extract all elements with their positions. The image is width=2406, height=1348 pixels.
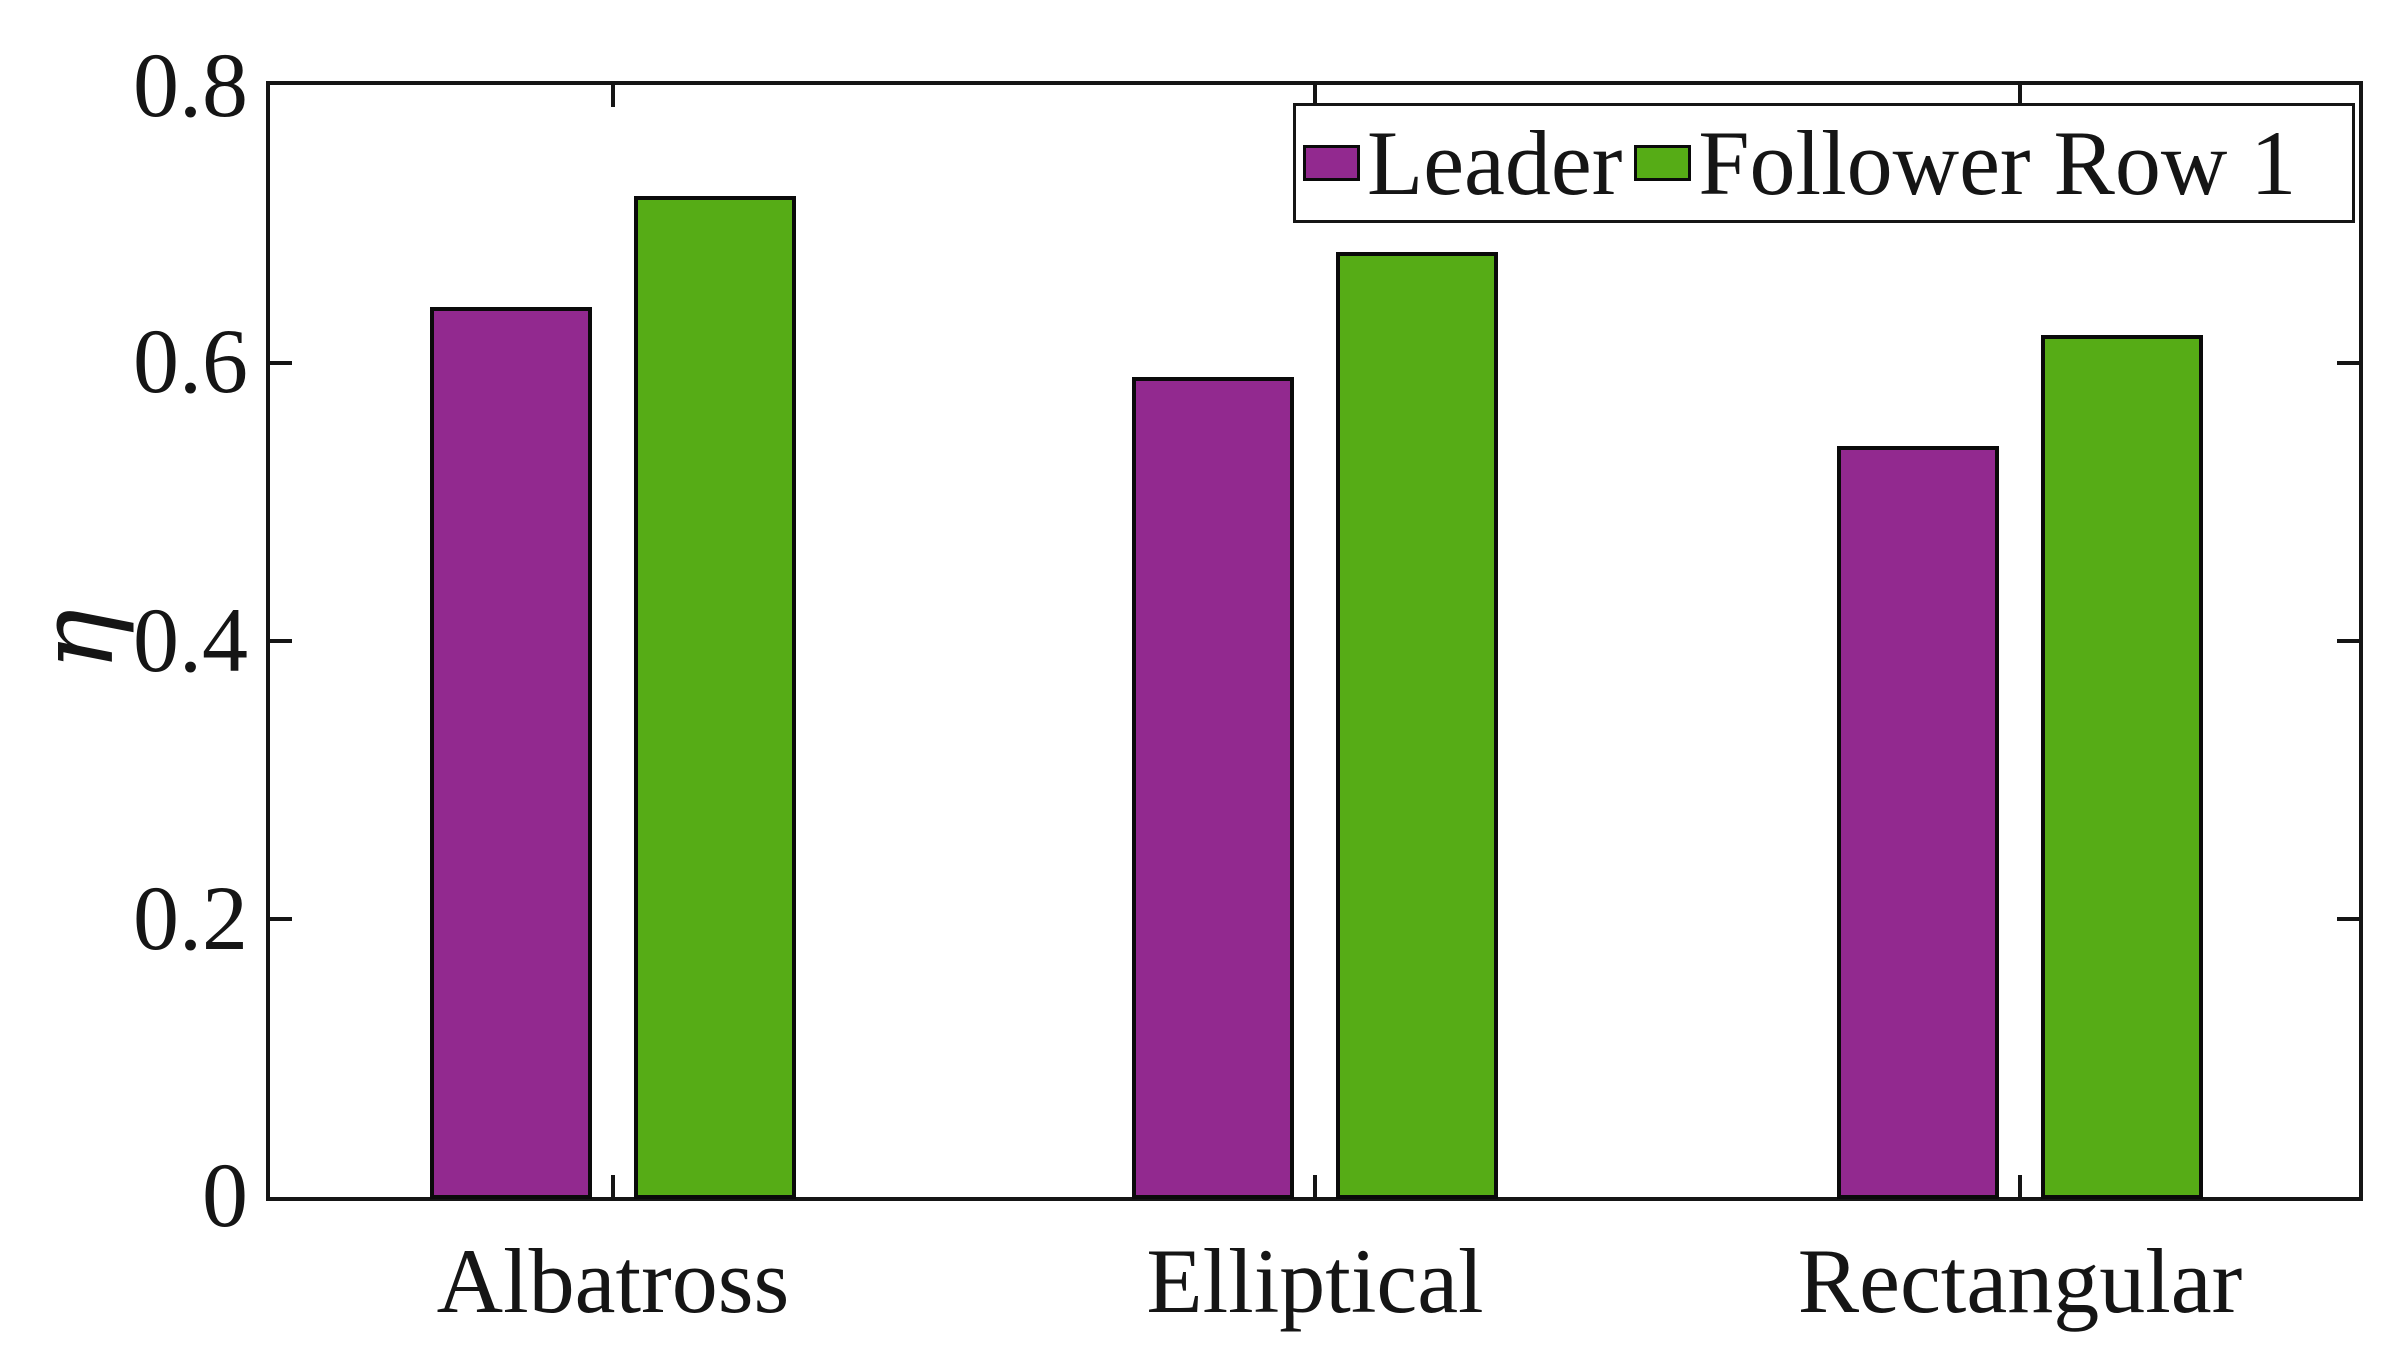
- y-tick-label-0-8: 0.8: [133, 34, 248, 136]
- y-tick-label-0: 0: [202, 1144, 248, 1246]
- axis-tick: [2337, 361, 2359, 365]
- axis-tick: [270, 917, 292, 921]
- axis-tick: [2337, 639, 2359, 643]
- axis-tick: [2018, 1175, 2022, 1197]
- y-tick-label-0-4: 0.4: [133, 589, 248, 691]
- y-tick-label-0-2: 0.2: [133, 867, 248, 969]
- bar-follower-row-1-albatross: [634, 196, 796, 1199]
- axis-tick: [1313, 1175, 1317, 1197]
- axis-tick: [270, 361, 292, 365]
- y-tick-label-0-6: 0.6: [133, 310, 248, 412]
- x-tick-label-rectangular: Rectangular: [1797, 1230, 2243, 1332]
- x-tick-label-elliptical: Elliptical: [1146, 1230, 1484, 1332]
- legend-swatch-follower: [1634, 145, 1692, 181]
- bar-leader-rectangular: [1837, 446, 1999, 1199]
- bar-leader-albatross: [430, 307, 592, 1199]
- legend-swatch-leader: [1303, 145, 1360, 181]
- axis-tick: [1313, 85, 1317, 107]
- axis-tick: [611, 1175, 615, 1197]
- axis-tick: [2018, 85, 2022, 107]
- legend-label-leader: Leader: [1367, 112, 1623, 214]
- legend-label-follower: Follower Row 1: [1698, 112, 2297, 214]
- axis-tick: [611, 85, 615, 107]
- plot-area: [266, 81, 2363, 1201]
- y-axis-label: η: [15, 608, 137, 672]
- bar-leader-elliptical: [1132, 377, 1294, 1199]
- axis-tick: [270, 639, 292, 643]
- bar-follower-row-1-rectangular: [2041, 335, 2203, 1199]
- x-tick-label-albatross: Albatross: [436, 1230, 790, 1332]
- axis-tick: [2337, 917, 2359, 921]
- bar-follower-row-1-elliptical: [1336, 252, 1498, 1199]
- legend: Leader Follower Row 1: [1293, 103, 2355, 223]
